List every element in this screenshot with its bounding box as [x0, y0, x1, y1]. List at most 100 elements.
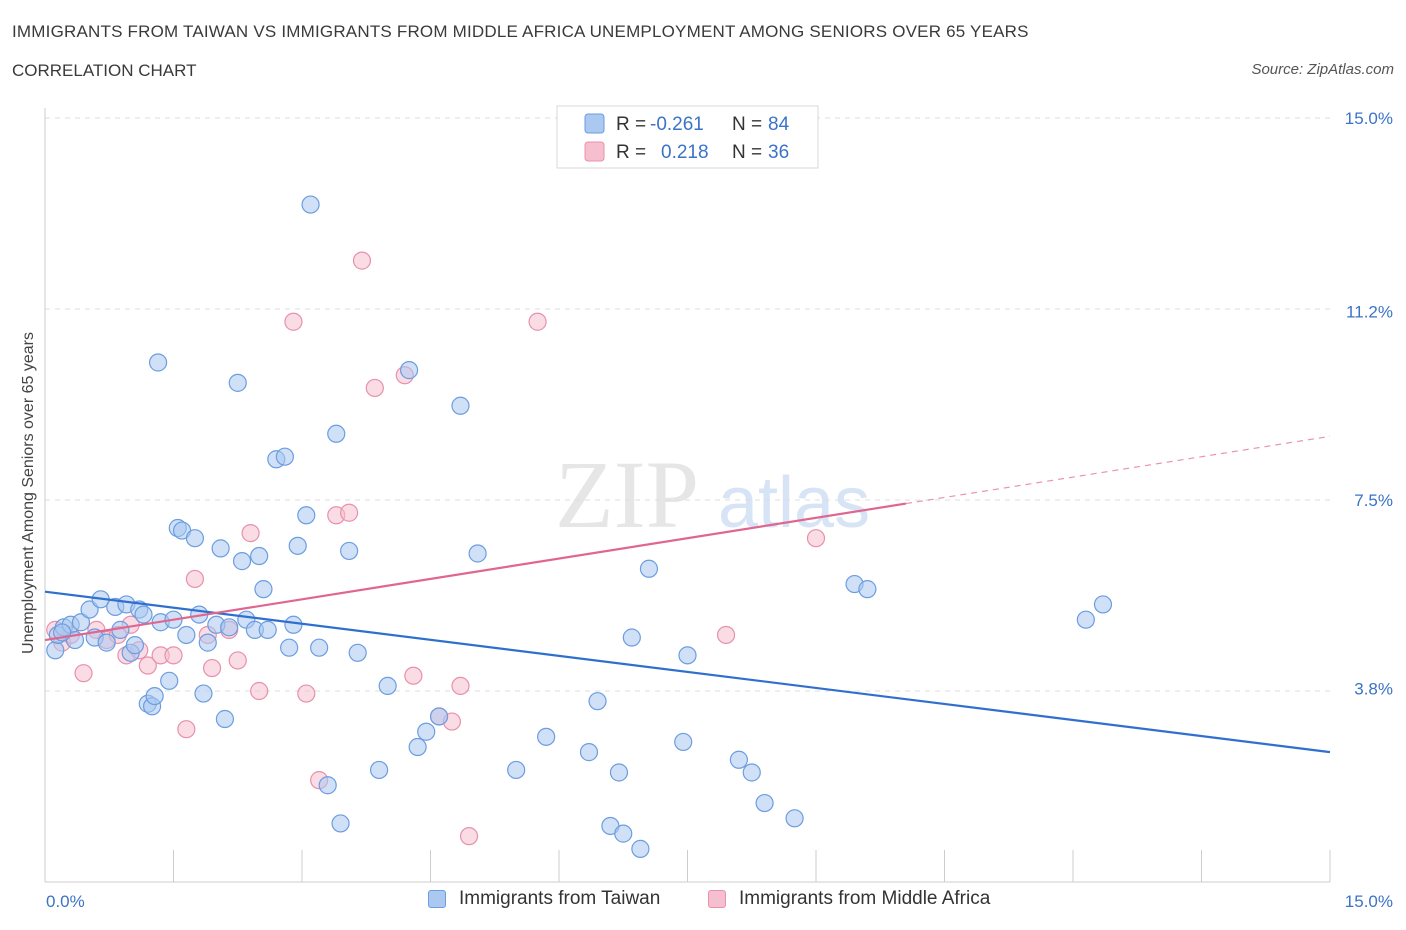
taiwan-point-16 [134, 605, 153, 624]
taiwan-point-0 [46, 641, 65, 660]
bottom-legend-taiwan: Immigrants from Taiwan [428, 888, 660, 910]
taiwan-point-58 [408, 737, 427, 757]
legend-n-label-middle-africa: N = [732, 142, 762, 163]
middle-africa-point-13 [177, 720, 196, 739]
taiwan-point-27 [185, 529, 205, 548]
y-axis-title: Unemployment Among Seniors over 65 years [20, 332, 37, 654]
legend-r-value-middle-africa: 0.218 [661, 142, 709, 163]
taiwan-point-77 [755, 793, 774, 813]
taiwan-point-19 [145, 686, 164, 706]
legend-r-label-middle-africa: R = [616, 142, 646, 163]
taiwan-point-68 [609, 763, 629, 782]
chart-title: IMMIGRANTS FROM TAIWAN VS IMMIGRANTS FRO… [12, 22, 1029, 41]
middle-africa-point-34 [528, 312, 547, 331]
trendlines [44, 435, 1331, 754]
taiwan-point-80 [858, 580, 877, 599]
taiwan-point-40 [254, 580, 273, 599]
taiwan-point-74 [674, 732, 693, 752]
taiwan-point-43 [275, 447, 294, 466]
taiwan-point-5 [71, 613, 91, 632]
bottom-legend-label-taiwan: Immigrants from Taiwan [459, 888, 661, 909]
legend-n-value-taiwan: 84 [768, 114, 790, 135]
legend: R = -0.261 N = 84 R = 0.218 N = 36 [556, 105, 819, 169]
middle-africa-point-32 [451, 676, 470, 696]
taiwan-point-50 [318, 776, 337, 795]
taiwan-point-82 [1093, 595, 1113, 614]
middle-africa-point-22 [297, 684, 316, 703]
middle-africa-point-12 [164, 646, 183, 665]
taiwan-point-71 [631, 839, 650, 858]
taiwan-point-81 [1076, 610, 1095, 629]
taiwan-point-47 [297, 506, 316, 525]
taiwan-point-56 [378, 676, 397, 696]
y-tick-label-2: 11.2% [1346, 303, 1393, 322]
y-tick-label-0: 3.8% [1354, 679, 1393, 698]
bottom-legend: Immigrants from Taiwan Immigrants from M… [0, 888, 1406, 918]
taiwan-point-33 [215, 709, 234, 729]
taiwan-point-75 [729, 750, 749, 769]
taiwan-point-20 [148, 353, 168, 372]
taiwan-point-41 [258, 620, 277, 639]
x-tick-label-1: 15.0% [1345, 892, 1393, 911]
taiwan-point-70 [622, 628, 641, 647]
taiwan-point-69 [614, 824, 633, 843]
taiwan-point-60 [429, 707, 449, 726]
taiwan-point-22 [160, 671, 179, 690]
bottom-legend-swatch-middle-africa [708, 890, 726, 908]
middle-africa-point-36 [806, 529, 826, 548]
middle-africa-point-33 [459, 827, 479, 846]
middle-africa-point-14 [185, 569, 205, 589]
taiwan-point-63 [507, 760, 526, 780]
y-tick-label-3: 15.0% [1345, 109, 1393, 128]
middle-africa-point-21 [284, 312, 303, 331]
taiwan-point-44 [280, 638, 299, 657]
middle-africa-point-10 [138, 656, 157, 675]
trendline-middle-africa-extension [905, 435, 1331, 505]
taiwan-point-65 [579, 743, 599, 762]
taiwan-point-66 [588, 692, 607, 711]
taiwan-point-51 [327, 424, 346, 443]
taiwan-point-32 [211, 539, 230, 558]
taiwan-point-14 [125, 636, 145, 655]
y-tick-label-1: 7.5% [1354, 491, 1393, 510]
taiwan-point-36 [232, 552, 252, 571]
bottom-legend-label-middle-africa: Immigrants from Middle Africa [739, 888, 991, 909]
taiwan-point-55 [370, 760, 389, 780]
taiwan-point-48 [301, 195, 320, 214]
taiwan-point-35 [228, 373, 247, 392]
series-middle-africa [46, 251, 826, 846]
taiwan-point-46 [288, 536, 307, 555]
trendline-taiwan [44, 590, 1331, 754]
taiwan-point-26 [177, 625, 196, 645]
taiwan-point-54 [348, 643, 367, 662]
taiwan-point-61 [451, 396, 470, 415]
taiwan-point-53 [340, 541, 359, 561]
trendline-middle-africa [44, 502, 907, 642]
legend-swatch-taiwan [584, 113, 605, 134]
x-tick-label-0: 0.0% [46, 892, 85, 911]
middle-africa-point-18 [228, 651, 247, 670]
legend-n-label-taiwan: N = [732, 114, 762, 135]
taiwan-point-9 [97, 633, 116, 652]
middle-africa-point-25 [340, 503, 359, 522]
source-label: Source: ZipAtlas.com [1251, 61, 1394, 78]
gridlines [45, 117, 1330, 692]
middle-africa-point-29 [404, 666, 423, 685]
taiwan-point-45 [284, 615, 303, 634]
taiwan-point-39 [250, 546, 269, 566]
series-taiwan [46, 195, 1113, 858]
middle-africa-point-27 [365, 378, 384, 398]
axes [44, 108, 1331, 883]
middle-africa-point-19 [241, 524, 260, 543]
bottom-legend-middle-africa: Immigrants from Middle Africa [708, 888, 990, 910]
middle-africa-point-20 [250, 681, 269, 701]
middle-africa-point-35 [716, 625, 736, 645]
taiwan-point-78 [785, 809, 804, 828]
middle-africa-point-26 [352, 251, 372, 270]
taiwan-point-52 [331, 814, 350, 833]
taiwan-point-72 [639, 559, 659, 578]
bottom-legend-swatch-taiwan [428, 890, 446, 908]
middle-africa-point-3 [74, 664, 93, 683]
watermark: ZIP atlas [555, 441, 870, 548]
